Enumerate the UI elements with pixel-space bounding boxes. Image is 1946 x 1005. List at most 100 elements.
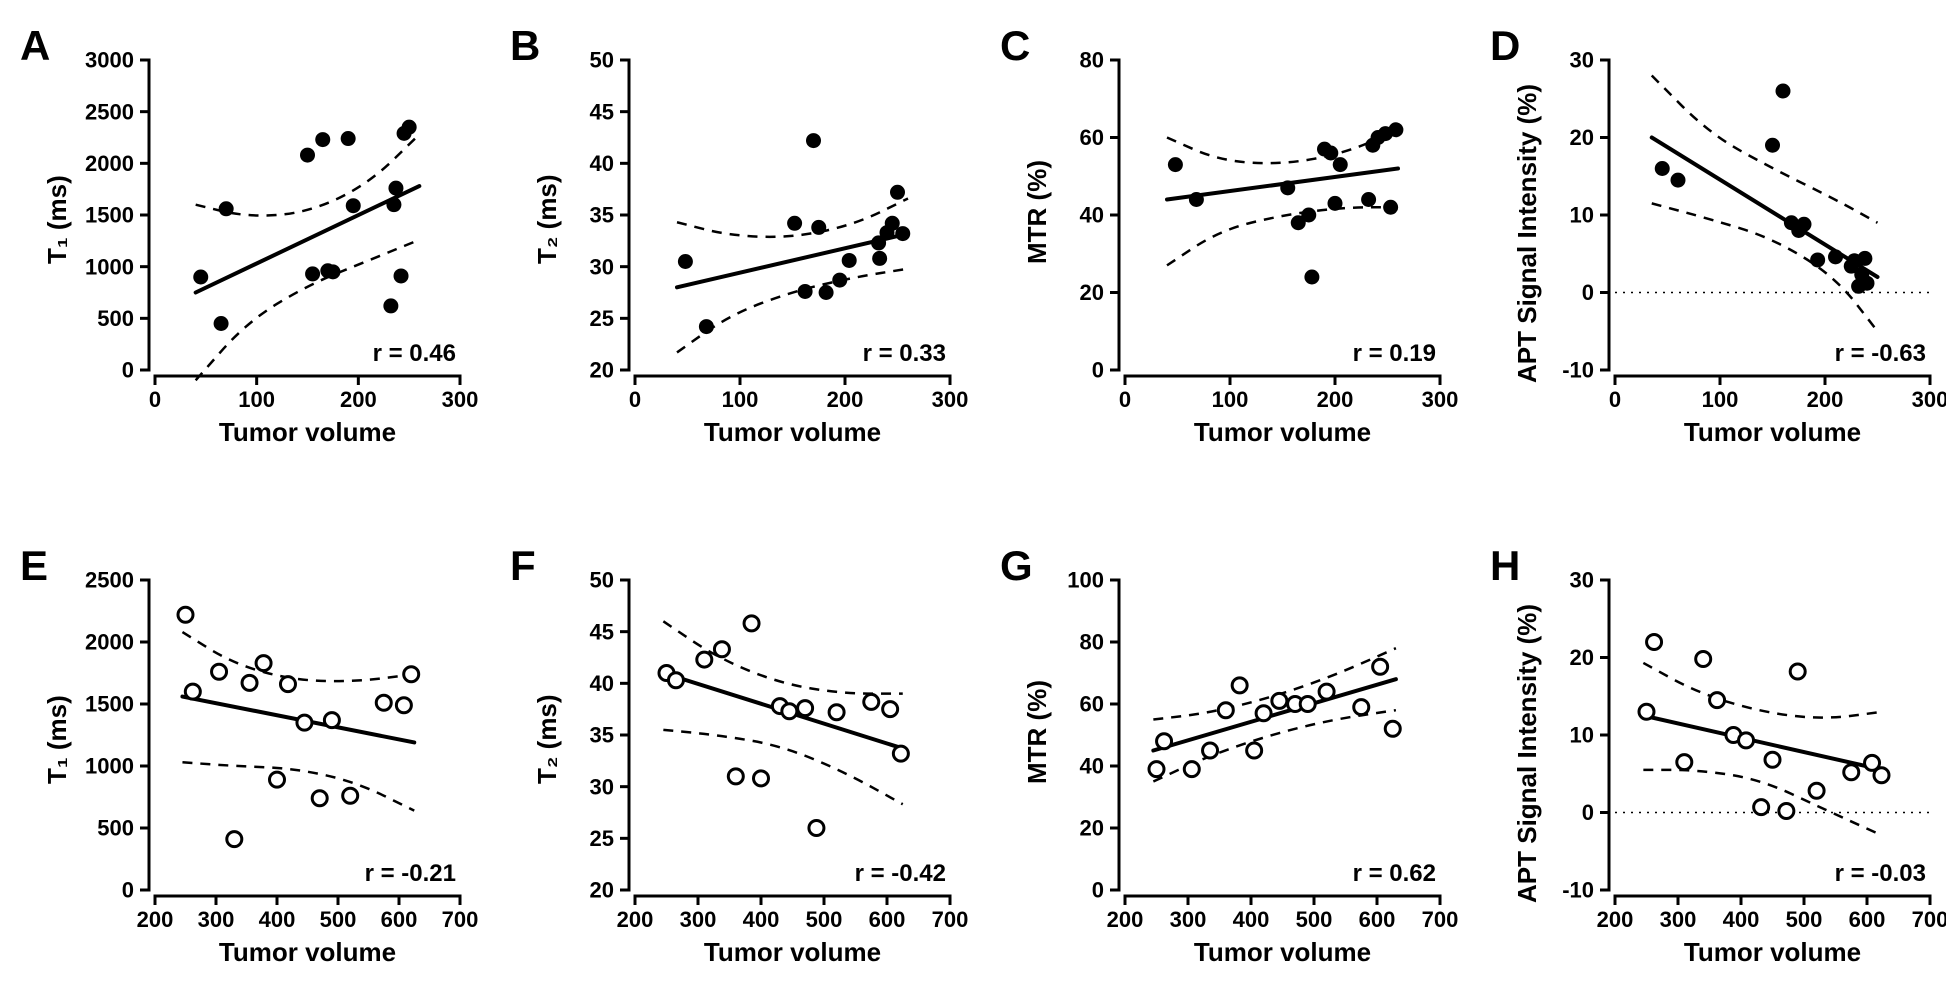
data-point bbox=[883, 702, 898, 717]
data-point bbox=[1319, 684, 1334, 699]
y-tick-label: 20 bbox=[590, 878, 614, 903]
correlation-r-text: r = -0.42 bbox=[855, 860, 946, 888]
data-point bbox=[1218, 703, 1233, 718]
data-point bbox=[872, 251, 887, 266]
panel-H: H200300400500600700-100102030Tumor volum… bbox=[1490, 530, 1946, 990]
panel-letter: D bbox=[1490, 22, 1520, 70]
x-tick-label: 700 bbox=[1912, 907, 1946, 932]
x-tick-label: 0 bbox=[1119, 387, 1131, 412]
data-point bbox=[1810, 252, 1825, 267]
data-point bbox=[806, 133, 821, 148]
y-tick-label: 40 bbox=[590, 151, 614, 176]
data-point bbox=[1828, 249, 1843, 264]
data-point bbox=[185, 684, 200, 699]
y-tick-label: 0 bbox=[122, 358, 134, 383]
y-axis-label: T₂ (ms) bbox=[532, 175, 563, 265]
data-point bbox=[842, 253, 857, 268]
data-point bbox=[1385, 721, 1400, 736]
x-tick-label: 200 bbox=[1107, 907, 1144, 932]
panel-D: D0100200300-100102030Tumor volumeAPT Sig… bbox=[1490, 10, 1946, 470]
data-point bbox=[404, 667, 419, 682]
y-axis-label: T₂ (ms) bbox=[532, 695, 563, 785]
correlation-r-text: r = 0.46 bbox=[373, 340, 456, 368]
data-point bbox=[402, 120, 417, 135]
panel-B: B010020030020253035404550Tumor volumeT₂ … bbox=[510, 10, 970, 470]
y-tick-label: 0 bbox=[122, 878, 134, 903]
y-tick-label: 2000 bbox=[85, 630, 134, 655]
data-point bbox=[1328, 196, 1343, 211]
y-tick-label: 30 bbox=[590, 774, 614, 799]
ci-lower-curve bbox=[663, 730, 902, 804]
panel-C: C0100200300020406080Tumor volumeMTR (%)r… bbox=[1000, 10, 1460, 470]
data-point bbox=[386, 197, 401, 212]
data-point bbox=[1383, 200, 1398, 215]
y-tick-label: 25 bbox=[590, 306, 614, 331]
x-tick-label: 400 bbox=[1723, 907, 1760, 932]
x-tick-label: 300 bbox=[1660, 907, 1697, 932]
data-point bbox=[242, 675, 257, 690]
panel-letter: A bbox=[20, 22, 50, 70]
data-point bbox=[227, 832, 242, 847]
correlation-r-text: r = 0.62 bbox=[1353, 860, 1436, 888]
data-point bbox=[1272, 693, 1287, 708]
y-tick-label: 1500 bbox=[85, 692, 134, 717]
scatter-plot: 0100200300020406080 bbox=[1000, 10, 1460, 470]
data-point bbox=[1189, 192, 1204, 207]
data-point bbox=[811, 220, 826, 235]
ci-upper-curve bbox=[1167, 130, 1398, 163]
y-tick-label: 0 bbox=[1582, 800, 1594, 825]
data-point bbox=[1301, 208, 1316, 223]
y-tick-label: 20 bbox=[1080, 816, 1104, 841]
x-tick-label: 300 bbox=[1422, 387, 1459, 412]
data-point bbox=[668, 673, 683, 688]
data-point bbox=[324, 713, 339, 728]
data-point bbox=[728, 769, 743, 784]
ci-upper-curve bbox=[1652, 76, 1878, 223]
data-point bbox=[1765, 752, 1780, 767]
data-point bbox=[1754, 800, 1769, 815]
data-point bbox=[1874, 768, 1889, 783]
x-tick-label: 400 bbox=[259, 907, 296, 932]
scatter-plot: 0100200300-100102030 bbox=[1490, 10, 1946, 470]
scatter-plot: 20030040050060070005001000150020002500 bbox=[20, 530, 480, 990]
y-tick-label: 3000 bbox=[85, 48, 134, 73]
panel-A: A0100200300050010001500200025003000Tumor… bbox=[20, 10, 480, 470]
data-point bbox=[1844, 765, 1859, 780]
data-point bbox=[212, 664, 227, 679]
data-point bbox=[325, 264, 340, 279]
y-tick-label: 45 bbox=[590, 619, 614, 644]
data-point bbox=[305, 266, 320, 281]
data-point bbox=[1149, 762, 1164, 777]
data-point bbox=[315, 132, 330, 147]
correlation-r-text: r = -0.21 bbox=[365, 860, 456, 888]
y-axis-label: MTR (%) bbox=[1022, 160, 1053, 264]
data-point bbox=[754, 771, 769, 786]
y-tick-label: -10 bbox=[1562, 878, 1594, 903]
data-point bbox=[832, 273, 847, 288]
x-tick-label: 200 bbox=[827, 387, 864, 412]
y-tick-label: 100 bbox=[1067, 568, 1104, 593]
y-tick-label: 1500 bbox=[85, 203, 134, 228]
panel-G: G200300400500600700020406080100Tumor vol… bbox=[1000, 530, 1460, 990]
x-tick-label: 500 bbox=[1296, 907, 1333, 932]
data-point bbox=[895, 226, 910, 241]
correlation-r-text: r = 0.19 bbox=[1353, 340, 1436, 368]
data-point bbox=[798, 701, 813, 716]
ci-lower-curve bbox=[182, 762, 414, 810]
x-tick-label: 200 bbox=[340, 387, 377, 412]
data-point bbox=[1203, 743, 1218, 758]
y-axis-label: MTR (%) bbox=[1022, 680, 1053, 784]
data-point bbox=[864, 694, 879, 709]
scatter-plot: 0100200300050010001500200025003000 bbox=[20, 10, 480, 470]
ci-upper-curve bbox=[1643, 663, 1882, 718]
x-axis-label: Tumor volume bbox=[1615, 417, 1930, 448]
data-point bbox=[1739, 733, 1754, 748]
x-tick-label: 0 bbox=[1609, 387, 1621, 412]
y-tick-label: 2500 bbox=[85, 99, 134, 124]
data-point bbox=[1857, 251, 1872, 266]
y-tick-label: 10 bbox=[1570, 203, 1594, 228]
y-tick-label: 80 bbox=[1080, 48, 1104, 73]
data-point bbox=[219, 201, 234, 216]
x-tick-label: 200 bbox=[1317, 387, 1354, 412]
data-point bbox=[893, 746, 908, 761]
